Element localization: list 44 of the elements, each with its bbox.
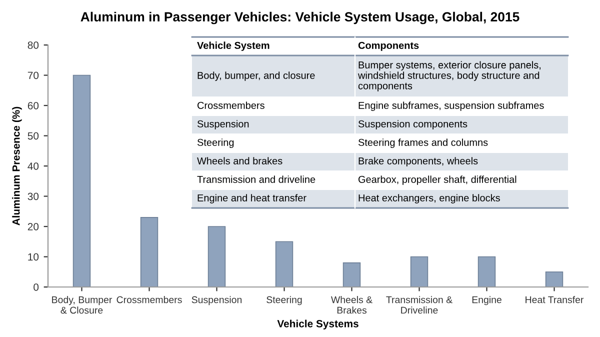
bar xyxy=(140,217,158,287)
bar xyxy=(72,74,91,287)
annotation: Vehicle System xyxy=(197,42,270,51)
annotation: Steering xyxy=(197,138,234,148)
bar xyxy=(545,271,564,287)
x-tick-label: Suspension xyxy=(192,296,242,306)
annotation: Suspension xyxy=(197,120,249,130)
x-tick-label: Steering xyxy=(266,296,302,306)
annotation: Heat exchangers, engine blocks xyxy=(358,194,500,204)
bar xyxy=(208,226,226,287)
y-tick-label: 60 xyxy=(28,102,39,110)
y-tick-label: 40 xyxy=(28,162,39,170)
annotation: Crossmembers xyxy=(198,102,264,109)
bar xyxy=(478,256,496,287)
annotation: Components xyxy=(358,42,419,51)
y-tick-label: 10 xyxy=(28,253,39,261)
annotation: Bumper systems, exterior closure panels, windshield structures, body structure and components xyxy=(358,61,541,92)
annotation: Suspension components xyxy=(358,120,468,130)
annotation: Gearbox, propeller shaft, differential xyxy=(358,176,516,185)
chart-title: Aluminum in Passenger Vehicles: Vehicle System Usage, Global, 2015 xyxy=(80,12,520,24)
y-tick-label: 20 xyxy=(28,223,39,230)
bar xyxy=(275,241,294,287)
x-tick-label: Crossmembers xyxy=(116,296,182,304)
y-axis-title: Aluminum Presence (%) xyxy=(12,106,22,226)
bar xyxy=(342,262,361,287)
x-tick-label: Wheels & Brakes xyxy=(330,296,372,314)
annotation: Transmission and driveline xyxy=(197,176,316,183)
y-tick-label: 70 xyxy=(28,72,39,80)
x-tick-label: Engine xyxy=(472,296,502,306)
x-tick-label: Transmission & Driveline xyxy=(386,296,452,314)
annotation: Steering frames and columns xyxy=(358,138,488,148)
y-tick-label: 0 xyxy=(34,284,39,291)
y-tick-label: 30 xyxy=(28,192,39,200)
bar xyxy=(410,256,428,287)
y-tick-label: 80 xyxy=(28,42,39,49)
annotation: Body, bumper, and closure xyxy=(198,72,315,81)
annotation: Engine subframes, suspension subframes xyxy=(358,102,544,111)
y-tick-label: 50 xyxy=(28,132,39,140)
x-tick-label: Heat Transfer xyxy=(526,296,584,304)
annotation: Engine and heat transfer xyxy=(198,194,306,204)
x-tick-label: Body, Bumper & Closure xyxy=(52,296,112,314)
annotation: Wheels and brakes xyxy=(197,157,282,164)
annotation: Brake components, wheels xyxy=(358,157,478,166)
x-axis-title: Vehicle Systems xyxy=(277,320,358,330)
